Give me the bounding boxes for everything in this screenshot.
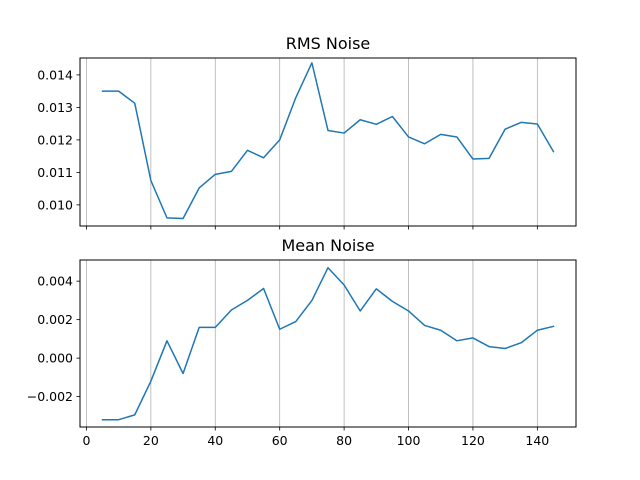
mean-noise-y-tick-label: 0.002 <box>37 312 73 327</box>
mean-noise-y-tick-label: 0.004 <box>37 274 73 289</box>
mean-noise-title: Mean Noise <box>281 236 374 255</box>
mean-noise-x-tick-label: 20 <box>143 433 159 448</box>
rms-noise-y-tick-label: 0.014 <box>37 67 73 82</box>
mean-noise-x-tick-label: 120 <box>461 433 485 448</box>
mean-noise-x-tick-label: 40 <box>207 433 223 448</box>
mean-noise-x-tick-label: 80 <box>336 433 352 448</box>
rms-noise-title: RMS Noise <box>286 34 371 53</box>
mean-noise-y-tick-label: −0.002 <box>27 389 73 404</box>
rms-noise-y-tick-label: 0.010 <box>37 197 73 212</box>
rms-noise-y-tick-label: 0.011 <box>37 165 73 180</box>
mean-noise-x-tick-label: 140 <box>525 433 549 448</box>
rms-noise-y-tick-label: 0.012 <box>37 132 73 147</box>
mean-noise-panel: 0 20 40 60 80 100 120 140 −0.002 0.000 0.002 0.004 M… <box>27 236 577 448</box>
rms-noise-panel: 0.010 0.011 0.012 0.013 0.014 RMS Noise <box>37 34 577 230</box>
mean-noise-x-tick-label: 60 <box>272 433 288 448</box>
rms-noise-series-line <box>101 62 555 220</box>
mean-noise-x-tick-label: 100 <box>397 433 421 448</box>
mean-noise-y-tick-label: 0.000 <box>37 351 73 366</box>
rms-noise-axes-frame <box>79 57 577 227</box>
rms-noise-y-tick-label: 0.013 <box>37 100 73 115</box>
mean-noise-series-line <box>101 266 555 421</box>
mean-noise-x-tick-label: 0 <box>82 433 90 448</box>
mean-noise-axes-frame <box>79 259 577 428</box>
